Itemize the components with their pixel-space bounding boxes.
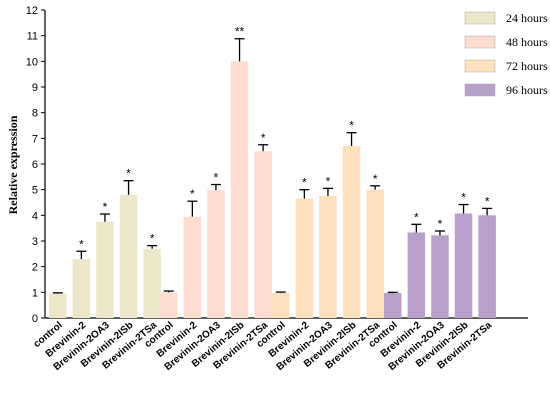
bar — [183, 216, 202, 318]
bar — [207, 190, 225, 318]
y-tick-label: 9 — [32, 82, 38, 94]
y-tick-label: 3 — [32, 236, 38, 248]
significance-marker: * — [261, 131, 266, 145]
legend-label: 48 hours — [506, 35, 548, 49]
legend-label: 96 hours — [506, 83, 548, 97]
significance-marker: * — [485, 194, 490, 208]
significance-marker: * — [326, 174, 331, 188]
significance-marker: * — [126, 167, 131, 181]
y-tick-label: 6 — [32, 159, 38, 171]
y-tick-label: 7 — [32, 133, 38, 145]
bar — [143, 248, 161, 318]
bar — [230, 61, 249, 318]
legend-label: 24 hours — [506, 11, 548, 25]
y-tick-label: 2 — [32, 262, 38, 274]
legend-swatch — [464, 83, 496, 97]
significance-marker: * — [214, 171, 219, 185]
legend-swatch — [464, 11, 496, 25]
y-tick-label: 4 — [32, 210, 38, 222]
legend-label: 72 hours — [506, 59, 548, 73]
significance-marker: * — [79, 237, 84, 251]
y-tick-label: 11 — [27, 31, 38, 43]
significance-marker: * — [190, 187, 195, 201]
y-tick-label: 0 — [32, 313, 38, 325]
bar — [319, 196, 337, 318]
bar — [366, 189, 384, 318]
bar — [254, 151, 272, 318]
significance-marker: * — [373, 172, 378, 186]
significance-marker: * — [150, 232, 155, 246]
significance-marker: * — [103, 200, 108, 214]
significance-marker: * — [414, 210, 419, 224]
y-tick-label: 1 — [32, 287, 38, 299]
bar — [478, 215, 496, 318]
significance-marker: ** — [235, 25, 245, 39]
bar — [342, 146, 361, 318]
bar — [160, 292, 178, 318]
bar — [384, 293, 402, 318]
y-tick-label: 5 — [32, 185, 38, 197]
significance-marker: * — [438, 217, 443, 231]
legend-swatch — [464, 59, 496, 73]
category-labels: controlBrevinin-2Brevinin-2OA3Brevinin-2… — [32, 320, 495, 373]
bar — [431, 235, 449, 318]
y-axis-label: Relative expression — [6, 115, 20, 214]
bar — [272, 292, 290, 318]
bar — [96, 221, 114, 318]
y-tick-label: 8 — [32, 108, 38, 120]
legend-swatch — [464, 35, 496, 49]
y-tick-label: 10 — [26, 56, 38, 68]
bars: ********** **** ** * — [49, 25, 496, 318]
bar — [72, 258, 91, 318]
y-tick-label: 12 — [26, 5, 38, 17]
bar — [49, 293, 67, 318]
bar — [295, 198, 314, 318]
legend: 24 hours 48 hours 72 hours 96 hours — [464, 11, 548, 97]
significance-marker: * — [349, 119, 354, 133]
significance-marker: * — [461, 191, 466, 205]
bar — [454, 213, 473, 318]
bar — [119, 194, 138, 318]
bar — [407, 232, 426, 318]
significance-marker: * — [302, 176, 307, 190]
